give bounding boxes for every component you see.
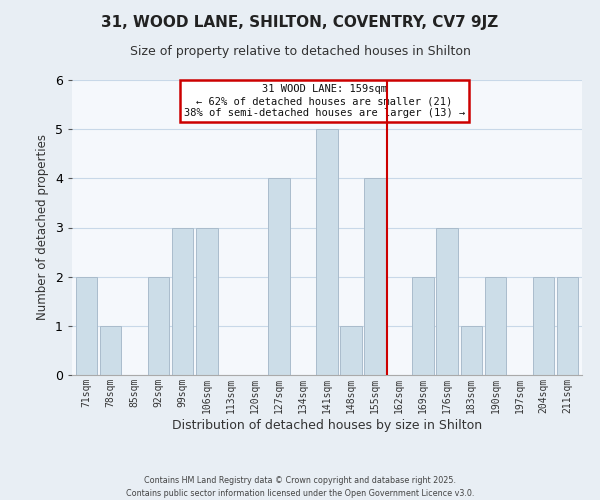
- Bar: [340, 326, 362, 375]
- Text: 31 WOOD LANE: 159sqm
← 62% of detached houses are smaller (21)
38% of semi-detac: 31 WOOD LANE: 159sqm ← 62% of detached h…: [184, 84, 465, 117]
- Bar: [148, 276, 169, 375]
- Bar: [196, 228, 218, 375]
- Text: 31, WOOD LANE, SHILTON, COVENTRY, CV7 9JZ: 31, WOOD LANE, SHILTON, COVENTRY, CV7 9J…: [101, 15, 499, 30]
- Bar: [557, 276, 578, 375]
- Bar: [461, 326, 482, 375]
- Bar: [268, 178, 290, 375]
- Y-axis label: Number of detached properties: Number of detached properties: [37, 134, 49, 320]
- Bar: [533, 276, 554, 375]
- Text: Size of property relative to detached houses in Shilton: Size of property relative to detached ho…: [130, 45, 470, 58]
- Bar: [100, 326, 121, 375]
- X-axis label: Distribution of detached houses by size in Shilton: Distribution of detached houses by size …: [172, 418, 482, 432]
- Bar: [172, 228, 193, 375]
- Bar: [76, 276, 97, 375]
- Text: Contains HM Land Registry data © Crown copyright and database right 2025.
Contai: Contains HM Land Registry data © Crown c…: [126, 476, 474, 498]
- Bar: [485, 276, 506, 375]
- Bar: [364, 178, 386, 375]
- Bar: [436, 228, 458, 375]
- Bar: [316, 129, 338, 375]
- Bar: [412, 276, 434, 375]
